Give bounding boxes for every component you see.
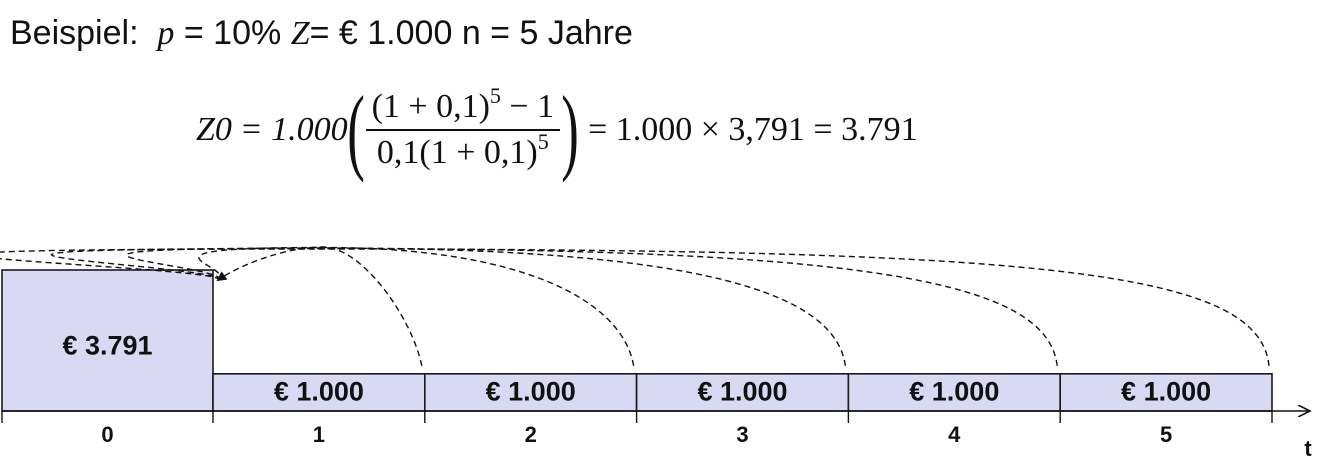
present-value-bar — [1, 269, 214, 412]
payment-label: € 1.000 — [697, 377, 787, 407]
period-label: 5 — [1160, 422, 1172, 447]
payment-label: € 1.000 — [486, 377, 576, 407]
formula-paren-close: ) — [561, 76, 579, 183]
discount-arrow — [0, 248, 1270, 366]
annuity-formula: Z0 = 1.000 ( (1 + 0,1)5 − 1 0,1(1 + 0,1)… — [196, 78, 918, 182]
denominator-exponent: 5 — [537, 129, 549, 154]
discount-arrow — [198, 246, 635, 366]
formula-lhs-subscript: 0 — [214, 111, 232, 148]
n-value: n = 5 Jahre — [461, 14, 633, 52]
payment-bar — [423, 373, 638, 412]
period-label: 1 — [313, 422, 325, 447]
formula-paren-open: ( — [346, 76, 365, 183]
p-variable: p — [157, 15, 175, 52]
axis-title: t — [1304, 436, 1312, 461]
payment-label: € 1.000 — [909, 377, 999, 407]
example-prefix: Beispiel: — [10, 14, 139, 52]
example-header: Beispiel: p = 10% Z= € 1.000 n = 5 Jahre — [10, 14, 633, 53]
period-label: 4 — [948, 422, 961, 447]
z-variable: Z — [290, 15, 310, 52]
p-value: = 10% — [183, 14, 282, 52]
period-label: 0 — [101, 422, 113, 447]
period-label: 2 — [525, 422, 537, 447]
payment-bar — [1059, 373, 1273, 412]
payment-label: € 1.000 — [274, 377, 364, 407]
formula-equals: = — [241, 111, 262, 148]
discount-arrow — [125, 247, 847, 366]
present-value-label: € 3.791 — [62, 331, 152, 361]
discount-arrow — [50, 247, 1058, 366]
formula-numerator: (1 + 0,1)5 − 1 — [365, 85, 561, 131]
z-value: = € 1.000 — [309, 14, 453, 52]
formula-lhs: Z0 — [196, 111, 232, 148]
formula-result: = 1.000 × 3,791 = 3.791 — [588, 111, 918, 148]
numerator-exponent: 5 — [489, 83, 501, 108]
payment-label: € 1.000 — [1121, 377, 1211, 407]
formula-factor: 1.000 — [271, 111, 348, 148]
period-label: 3 — [736, 422, 748, 447]
discount-arrow — [217, 246, 423, 366]
formula-denominator: 0,1(1 + 0,1)5 — [376, 129, 549, 172]
formula-fraction: (1 + 0,1)5 − 1 0,1(1 + 0,1)5 — [365, 85, 561, 172]
payment-bar — [847, 373, 1062, 412]
